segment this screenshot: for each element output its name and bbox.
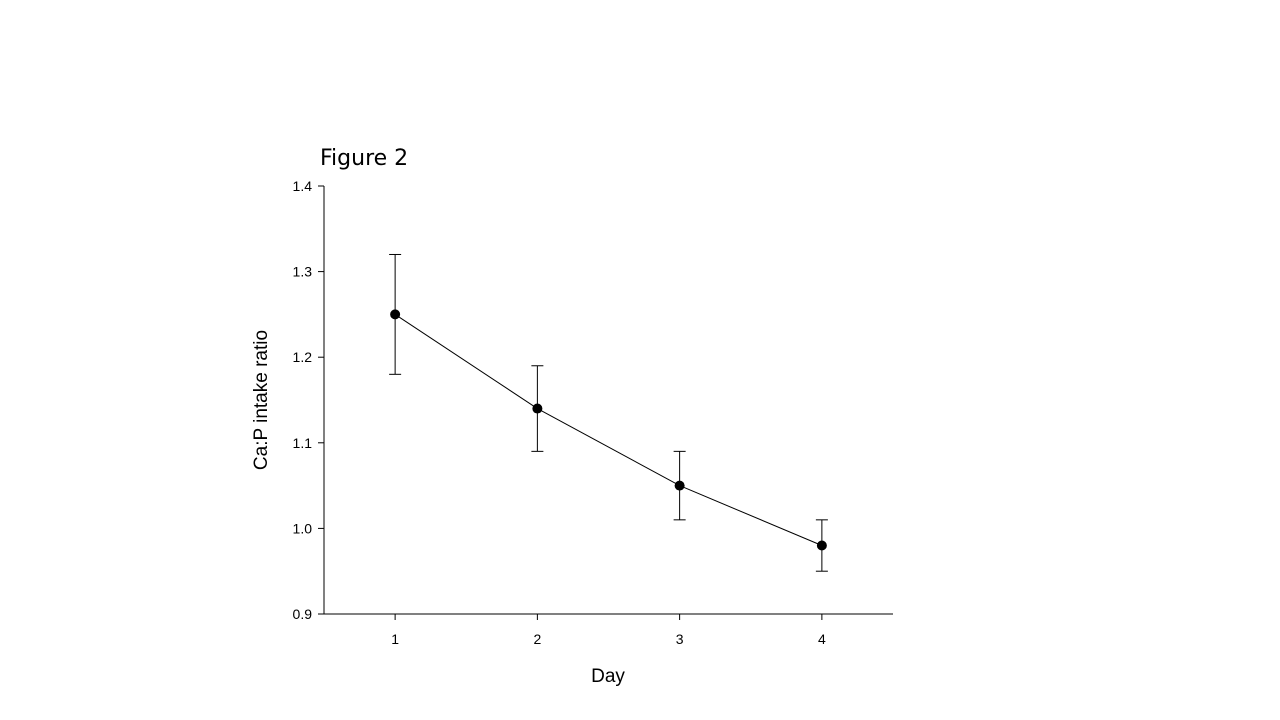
series-group [389, 253, 828, 572]
data-point [816, 540, 827, 551]
y-axis-label: Ca:P intake ratio [251, 329, 272, 471]
x-tick-label: 2 [533, 631, 541, 647]
x-tick-label: 1 [391, 631, 399, 647]
x-axis-ticks: 1 2 3 4 [391, 614, 826, 647]
series-line [394, 313, 823, 546]
y-tick-label: 1.2 [293, 349, 313, 365]
y-tick-label: 1.3 [293, 264, 313, 280]
y-tick-label: 1.1 [293, 435, 313, 451]
y-tick-label: 1.0 [293, 520, 313, 536]
data-point [532, 403, 543, 414]
x-tick-label: 3 [676, 631, 684, 647]
x-axis-label: Day [591, 666, 625, 687]
y-axis-ticks: 0.9 1.0 1.1 1.2 1.3 1.4 [293, 178, 324, 622]
figure-label: Figure 2 [320, 146, 409, 171]
y-tick-label: 0.9 [293, 606, 313, 622]
y-tick-label: 1.4 [293, 178, 313, 194]
data-point [390, 309, 401, 320]
x-tick-label: 4 [818, 631, 826, 647]
data-point [674, 480, 685, 491]
